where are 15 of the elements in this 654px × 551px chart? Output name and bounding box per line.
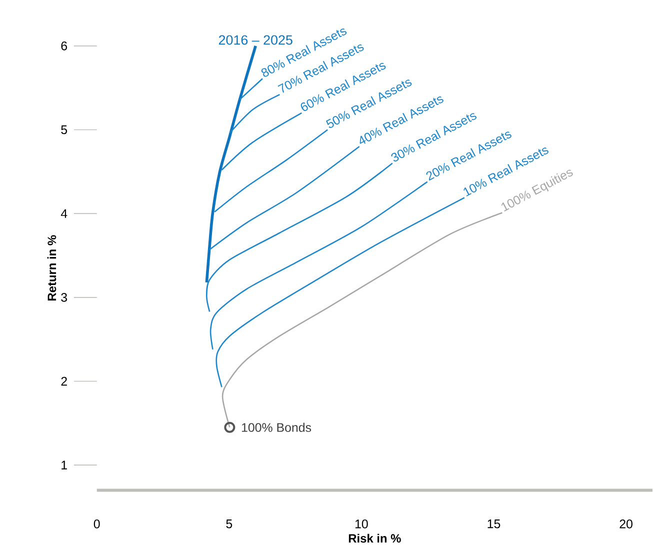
y-tick-label: 2 xyxy=(61,376,67,386)
y-tick-label: 6 xyxy=(61,41,67,50)
y-tick-label: 5 xyxy=(61,125,68,134)
x-tick-label: 20 xyxy=(620,519,632,528)
y-tick-label: 4 xyxy=(60,209,68,218)
x-tick-label: 10 xyxy=(355,519,368,528)
series-label: 100% Bonds xyxy=(242,422,312,432)
y-axis-title: Return in % xyxy=(47,235,56,300)
y-tick-label: 1 xyxy=(62,460,67,470)
x-tick-label: 0 xyxy=(94,519,100,528)
x-tick-label: 15 xyxy=(488,519,500,528)
y-tick-label: 3 xyxy=(61,292,67,302)
x-axis-title: Risk in % xyxy=(348,534,401,543)
x-tick-label: 5 xyxy=(226,519,232,528)
series-label: 2016 – 2025 xyxy=(218,35,292,45)
